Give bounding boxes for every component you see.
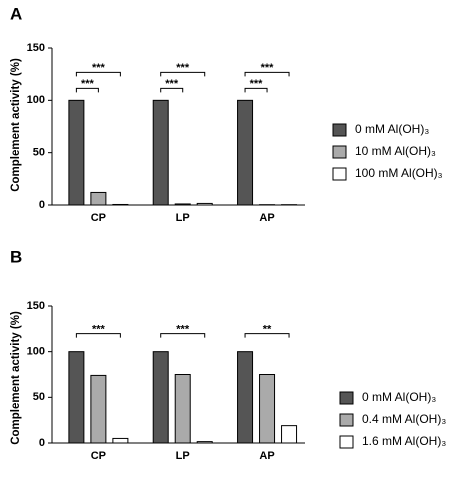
y-tick-label: 150	[27, 42, 45, 54]
significance-bracket	[160, 87, 184, 93]
significance-bracket	[160, 333, 206, 338]
y-tick-label: 150	[27, 300, 45, 312]
bar	[152, 351, 169, 444]
significance-label: **	[263, 324, 272, 336]
legend-swatch	[339, 391, 354, 405]
y-tick-label: 0	[39, 199, 45, 211]
legend-label: 0.4 mM Al(OH)₃	[362, 412, 446, 426]
y-axis-label: Complement activity (%)	[10, 311, 22, 445]
legend-label: 0 mM Al(OH)₃	[355, 122, 429, 136]
panel-label: B	[10, 247, 22, 266]
significance-bracket	[160, 71, 206, 77]
bar	[68, 351, 85, 444]
bar	[196, 202, 213, 206]
bar	[196, 441, 213, 444]
bar	[237, 99, 254, 206]
bar	[174, 203, 191, 206]
panel-label: A	[10, 4, 22, 23]
legend-label: 100 mM Al(OH)₃	[355, 166, 443, 180]
significance-label: ***	[176, 324, 190, 336]
significance-label: ***	[92, 62, 106, 74]
bar	[112, 437, 129, 444]
bar	[68, 99, 85, 206]
x-tick-label: AP	[259, 212, 274, 224]
legend-swatch	[332, 167, 347, 181]
y-tick-label: 100	[27, 346, 45, 358]
legend-swatch	[332, 123, 347, 137]
bar	[174, 374, 191, 444]
significance-bracket	[244, 87, 268, 93]
x-tick-label: AP	[259, 450, 274, 462]
significance-label: ***	[165, 78, 179, 90]
significance-label: ***	[250, 78, 264, 90]
y-tick-label: 100	[27, 94, 45, 106]
x-tick-label: LP	[176, 212, 190, 224]
legend-swatch	[339, 435, 354, 449]
legend-label: 0 mM Al(OH)₃	[362, 390, 436, 404]
significance-bracket	[75, 87, 99, 93]
significance-label: ***	[81, 78, 95, 90]
legend-swatch	[339, 413, 354, 427]
legend-label: 1.6 mM Al(OH)₃	[362, 434, 446, 448]
significance-label: ***	[176, 62, 190, 74]
y-axis-label: Complement activity (%)	[10, 58, 22, 192]
x-tick-label: CP	[91, 212, 106, 224]
bar	[281, 425, 298, 444]
x-tick-label: LP	[176, 450, 190, 462]
bar	[90, 191, 107, 206]
significance-bracket	[244, 333, 290, 338]
significance-label: ***	[261, 62, 275, 74]
x-tick-label: CP	[91, 450, 106, 462]
bar	[112, 203, 129, 206]
bar	[237, 351, 254, 444]
legend-swatch	[332, 145, 347, 159]
significance-bracket	[75, 333, 121, 338]
y-tick-label: 50	[33, 147, 45, 159]
significance-bracket	[244, 71, 290, 77]
y-tick-label: 0	[39, 437, 45, 449]
significance-bracket	[75, 71, 121, 77]
y-tick-label: 50	[33, 391, 45, 403]
bar	[259, 374, 276, 444]
significance-label: ***	[92, 324, 106, 336]
legend-label: 10 mM Al(OH)₃	[355, 144, 436, 158]
bar	[152, 99, 169, 206]
bar	[90, 374, 107, 444]
